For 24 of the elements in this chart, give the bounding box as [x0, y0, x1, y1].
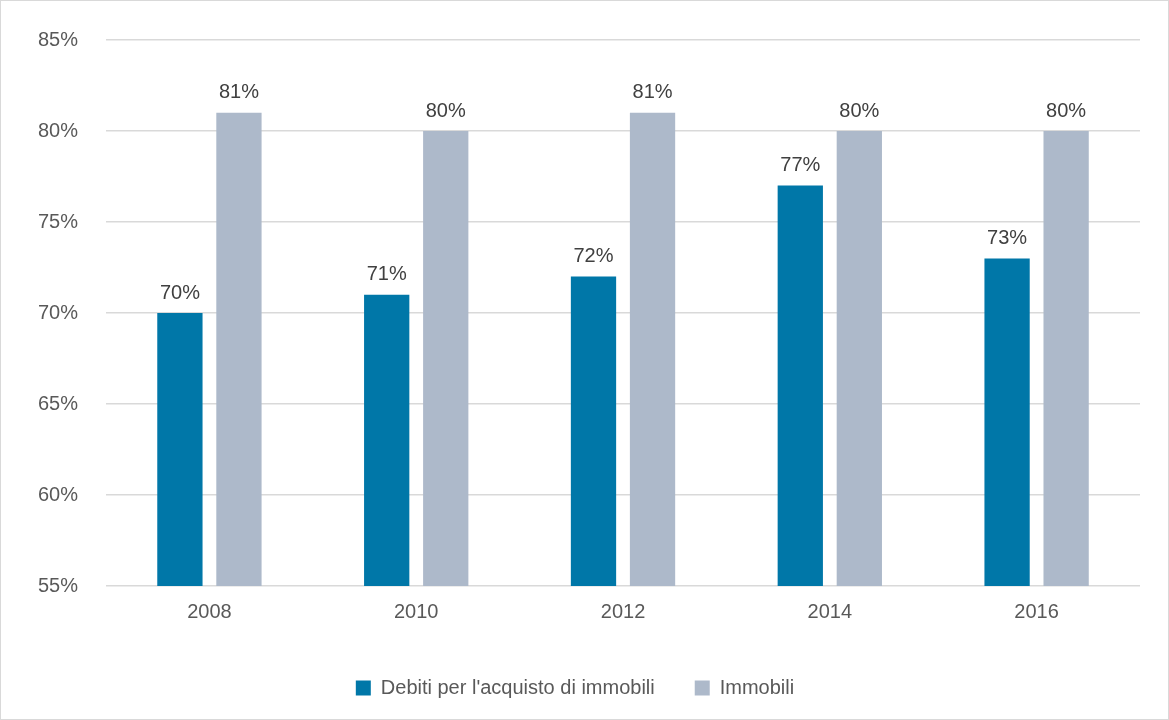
legend-label: Immobili [719, 675, 795, 698]
x-tick-label: 2016 [1014, 599, 1059, 622]
y-tick-label: 80% [38, 118, 79, 141]
y-tick-label: 65% [38, 391, 79, 414]
data-label: 80% [425, 98, 466, 121]
y-tick-label: 70% [38, 300, 79, 323]
y-tick-label: 55% [38, 573, 79, 596]
x-tick-label: 2008 [187, 599, 232, 622]
data-label: 73% [987, 225, 1028, 248]
data-label: 81% [218, 80, 260, 103]
data-label: 80% [839, 98, 880, 121]
data-label: 77% [780, 153, 821, 176]
data-label: 80% [1046, 98, 1087, 121]
data-label: 72% [573, 244, 614, 267]
x-tick-label: 2010 [393, 599, 439, 622]
data-label: 70% [159, 280, 201, 303]
x-tick-label: 2014 [807, 599, 853, 622]
y-tick-label: 85% [38, 27, 79, 50]
x-tick-label: 2012 [600, 599, 646, 622]
legend-label: Debiti per l'acquisto di immobili [380, 675, 655, 698]
y-tick-label: 60% [38, 482, 79, 505]
data-label: 71% [366, 262, 407, 285]
data-label: 81% [632, 80, 673, 103]
y-tick-label: 75% [38, 209, 79, 232]
